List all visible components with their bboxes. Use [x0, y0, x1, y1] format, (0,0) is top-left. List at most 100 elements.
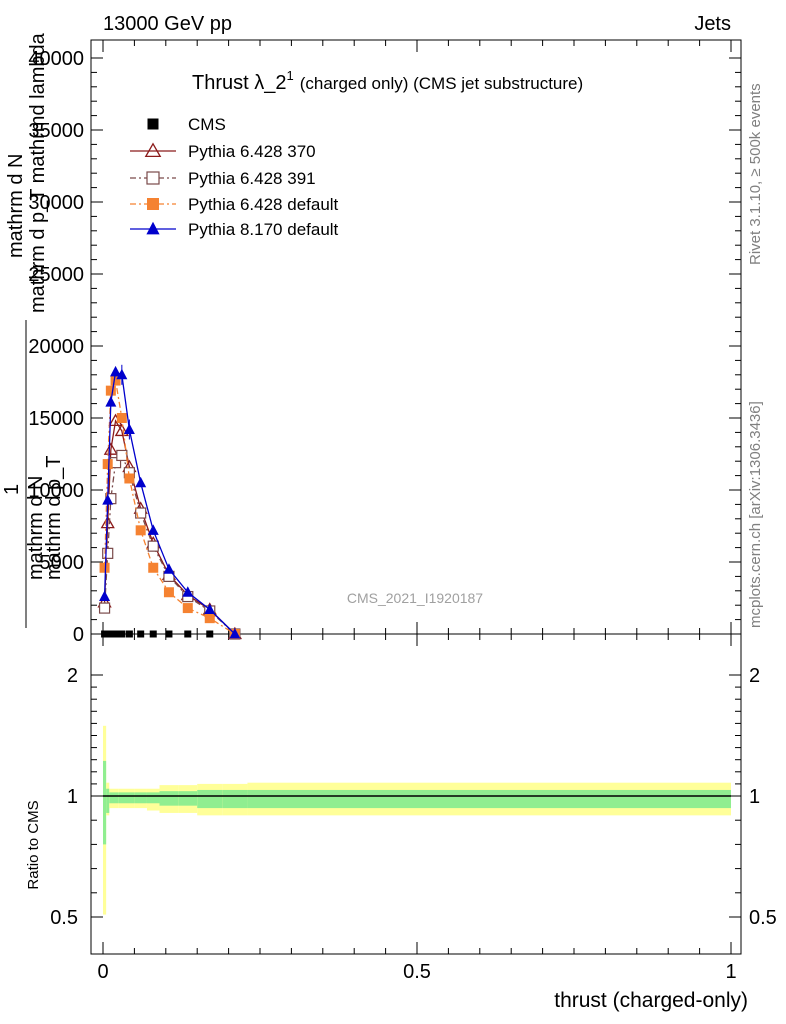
plot-title-rest: (charged only) (CMS jet substructure)	[300, 74, 583, 93]
ylabel-one: 1	[1, 484, 23, 495]
data-point-p8	[163, 563, 175, 574]
series-p370	[97, 413, 243, 640]
legend: CMS Pythia 6.428 370 Pythia 6.428 391 Pythi…	[130, 115, 339, 239]
data-series	[97, 364, 243, 640]
data-point-pdefault	[124, 473, 135, 484]
y-tick-label: 20000	[28, 336, 84, 358]
x-tick-label: 1	[725, 961, 736, 983]
ratio-plot-frame	[90, 633, 742, 955]
data-point-p391	[135, 507, 147, 519]
ratio-band-inner-segment	[197, 789, 223, 809]
ratio-y-tick-label-left: 0.5	[50, 907, 78, 929]
ratio-band-inner-segment	[134, 792, 147, 804]
data-point-cms	[125, 630, 133, 638]
data-point-p8	[110, 365, 122, 377]
ylabel-num-line1: mathrm d N	[5, 154, 27, 258]
data-point-p8	[135, 476, 147, 488]
data-point-pdefault	[182, 603, 193, 614]
ratio-ylabel: Ratio to CMS	[25, 800, 42, 889]
data-point-pdefault	[204, 613, 215, 624]
series-cms	[101, 630, 239, 638]
y-tick-label: 15000	[28, 408, 84, 430]
data-point-p391	[147, 540, 159, 552]
legend-label-p370: Pythia 6.428 370	[188, 142, 316, 161]
legend-label-p8: Pythia 8.170 default	[188, 220, 339, 239]
plot-title: Thrust λ_21 (charged only) (CMS jet subst…	[192, 68, 583, 94]
data-point-pdefault	[105, 385, 116, 396]
data-point-pdefault	[163, 587, 174, 598]
ratio-band-inner-segment	[247, 789, 731, 809]
data-point-p8	[182, 586, 194, 597]
series-p391	[98, 449, 241, 640]
data-point-pdefault	[110, 375, 121, 386]
rivet-version-label: Rivet 3.1.10, ≥ 500k events	[747, 83, 764, 265]
y-tick-label: 25000	[28, 264, 84, 286]
data-point-pdefault	[135, 525, 146, 536]
plot-title-sup: 1	[286, 68, 293, 83]
data-point-cms	[206, 630, 214, 638]
ratio-band-inner-segment	[178, 791, 198, 806]
y-tick-label: 35000	[28, 120, 84, 142]
y-tick-label: 0	[73, 624, 84, 646]
data-point-p8	[99, 590, 111, 602]
data-point-p8	[147, 524, 159, 535]
y-tick-label: 5000	[40, 552, 85, 574]
data-point-p8	[204, 603, 216, 615]
ratio-band-inner-segment	[146, 792, 160, 804]
data-point-p370	[100, 515, 115, 529]
data-point-p370	[103, 442, 118, 455]
data-point-pdefault	[116, 413, 127, 423]
legend-label-p391: Pythia 6.428 391	[188, 169, 316, 188]
ratio-band-inner-segment	[106, 788, 110, 813]
legend-marker-p370	[144, 142, 162, 158]
data-point-p8	[229, 628, 241, 639]
series-pdefault	[99, 375, 240, 639]
data-point-p8	[102, 494, 114, 505]
ylabel-num-line2: mathrm d p_T mathrmd lambda	[27, 32, 49, 313]
legend-label-cms: CMS	[188, 115, 226, 134]
legend-marker-p391	[146, 171, 160, 185]
y-tick-label: 40000	[28, 48, 84, 70]
data-point-p391	[116, 449, 128, 462]
data-point-cms	[112, 630, 120, 638]
ratio-band-inner-segment	[109, 792, 119, 804]
data-point-cms	[137, 630, 145, 638]
legend-label-pdefault: Pythia 6.428 default	[188, 195, 339, 214]
main-ylabel: mathrm d N mathrm d p_T mathrmd lambda 1…	[1, 32, 65, 628]
data-point-cms	[184, 630, 192, 638]
ratio-band-inner-segment	[159, 791, 179, 806]
ratio-y-tick-label-right: 1	[749, 786, 760, 808]
ratio-y-tick-label-left: 2	[67, 665, 78, 687]
data-point-pdefault	[99, 562, 110, 573]
ratio-band-inner-segment	[118, 792, 135, 804]
data-point-pdefault	[102, 459, 113, 470]
y-tick-label: 10000	[28, 480, 84, 502]
legend-marker-pdefault	[147, 198, 159, 210]
header-energy-label: 13000 GeV pp	[103, 13, 232, 35]
ratio-y-tick-label-right: 2	[749, 665, 760, 687]
header-process-label: Jets	[694, 13, 731, 35]
ratio-y-tick-label-left: 1	[67, 786, 78, 808]
data-point-cms	[107, 630, 115, 638]
data-point-p391	[98, 602, 111, 614]
data-point-p391	[102, 547, 114, 559]
analysis-watermark: CMS_2021_I1920187	[347, 590, 483, 606]
legend-marker-cms	[147, 118, 159, 130]
data-point-cms	[118, 630, 126, 638]
mcplots-label: mcplots.cern.ch [arXiv:1306.3436]	[747, 401, 764, 628]
ylabel-den-line1: mathrm d N	[25, 476, 47, 580]
axis-ticks: 0 0.5 1 0 5000 10000 15000 20000 25000 30000 35000…	[28, 40, 777, 983]
data-point-p8	[105, 396, 117, 407]
ratio-y-tick-label-right: 0.5	[749, 907, 777, 929]
y-tick-label: 30000	[28, 192, 84, 214]
data-point-pdefault	[148, 562, 159, 573]
data-point-cms	[149, 630, 157, 638]
x-axis-label: thrust (charged-only)	[554, 989, 748, 1012]
plot-title-main: Thrust λ_2	[192, 72, 286, 94]
x-tick-label: 0.5	[403, 961, 431, 983]
ylabel-den-line2: mathrm d p_T	[43, 456, 65, 580]
ratio-uncertainty-band	[103, 725, 731, 915]
ratio-band-inner-segment	[222, 789, 248, 809]
legend-marker-p8	[146, 221, 160, 235]
